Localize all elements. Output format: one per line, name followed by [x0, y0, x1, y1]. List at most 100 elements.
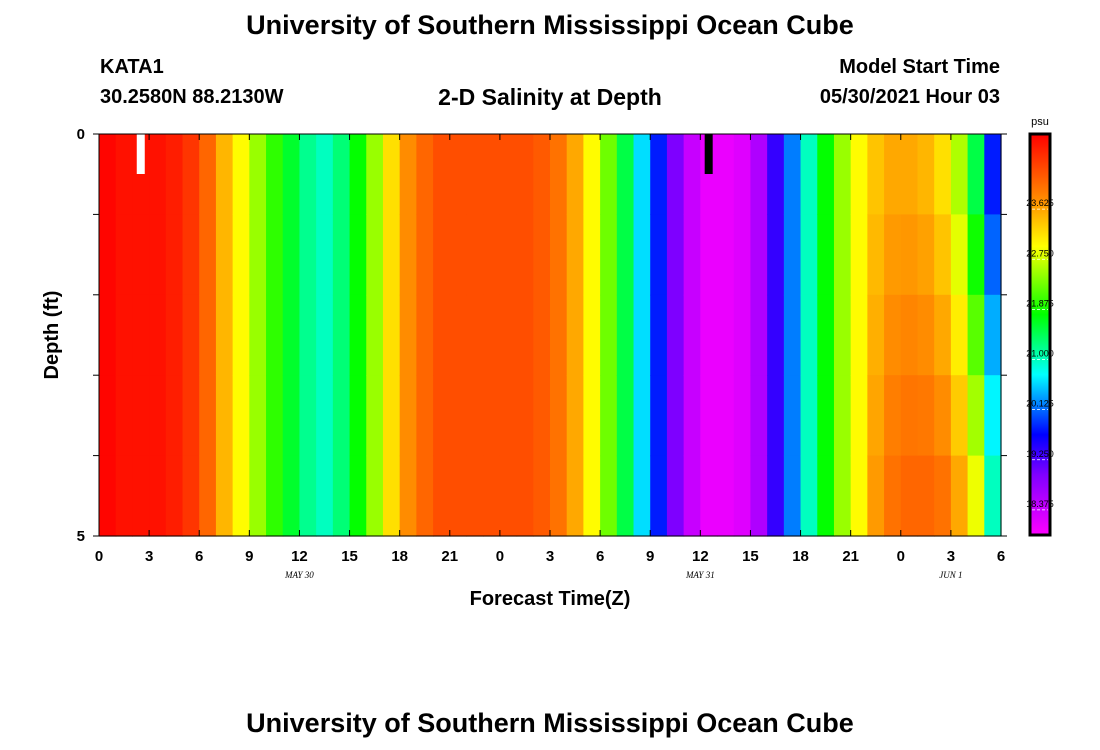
heatmap-cell: [967, 455, 985, 537]
heatmap-cell: [266, 455, 284, 537]
time-marker: [136, 134, 145, 174]
heatmap-cell: [717, 294, 735, 376]
heatmap-cell: [666, 134, 685, 215]
heatmap-cell: [650, 375, 668, 457]
heatmap-cell: [399, 134, 417, 215]
heatmap-cell: [666, 294, 685, 376]
heatmap-cell: [833, 214, 852, 296]
heatmap-cell: [783, 214, 802, 296]
heatmap-cell: [282, 455, 301, 537]
heatmap-cell: [115, 214, 133, 296]
heatmap-cell: [683, 134, 701, 215]
heatmap-cell: [683, 294, 701, 376]
heatmap-cell: [850, 134, 868, 215]
heatmap-cell: [900, 214, 919, 296]
heatmap-cell: [934, 294, 952, 376]
heatmap-cell: [516, 294, 534, 376]
heatmap-cell: [817, 134, 835, 215]
heatmap-cell: [249, 134, 267, 215]
heatmap-cell: [650, 294, 668, 376]
heatmap-cell: [650, 455, 668, 537]
heatmap-cell: [282, 134, 301, 215]
heatmap-cell: [750, 455, 768, 537]
heatmap-cell: [950, 455, 969, 537]
salinity-heatmap-chart: 0 3 6 9 12 15 18 21 0 3 6 9 12 15 18 21 0 3 6 MAY 30 MAY 31 J…: [41, 116, 1054, 610]
heatmap-cell: [316, 294, 334, 376]
heatmap-cell: [550, 375, 568, 457]
heatmap-cell: [449, 294, 468, 376]
date-label: JUN 1: [939, 570, 962, 580]
heatmap-cell: [416, 375, 434, 457]
heatmap-cell: [199, 294, 217, 376]
heatmap-cell: [232, 134, 250, 215]
heatmap-cell: [533, 134, 551, 215]
heatmap-cell: [867, 214, 885, 296]
heatmap-cell: [433, 214, 451, 296]
heatmap-cell: [349, 214, 367, 296]
heatmap-cell: [600, 214, 618, 296]
heatmap-cell: [215, 214, 234, 296]
heatmap-cell: [683, 214, 701, 296]
heatmap-cell: [332, 455, 351, 537]
heatmap-cell: [700, 134, 718, 215]
heatmap-cell: [149, 134, 167, 215]
heatmap-cell: [433, 134, 451, 215]
heatmap-cell: [950, 214, 969, 296]
heatmap-cell: [650, 214, 668, 296]
heatmap-cell: [666, 455, 685, 537]
x-tick-label: 0: [95, 548, 103, 565]
heatmap-cell: [249, 455, 267, 537]
colorbar-tick-label: 18.375: [1026, 499, 1054, 509]
heatmap-cell: [583, 375, 601, 457]
colorbar-unit: psu: [1031, 116, 1049, 128]
time-markers: [136, 134, 713, 174]
heatmap-cell: [917, 134, 935, 215]
heatmap-cell: [733, 375, 752, 457]
heatmap-cell: [800, 214, 818, 296]
heatmap-cell: [115, 375, 133, 457]
heatmap-cell: [616, 455, 635, 537]
heatmap-cell: [316, 455, 334, 537]
x-tick-label: 15: [341, 548, 358, 565]
heatmap-cell: [934, 214, 952, 296]
heatmap-cell: [349, 375, 367, 457]
heatmap-cell: [783, 455, 802, 537]
heatmap-cell: [366, 455, 384, 537]
heatmap-cell: [266, 214, 284, 296]
heatmap-cell: [99, 214, 117, 296]
heatmap-cell: [316, 134, 334, 215]
heatmap-cell: [833, 455, 852, 537]
colorbar: [1028, 132, 1052, 537]
heatmap-cell: [616, 134, 635, 215]
heatmap-cell: [299, 214, 317, 296]
heatmap-cell: [282, 294, 301, 376]
heatmap-cell: [900, 134, 919, 215]
heatmap-cell: [282, 375, 301, 457]
heatmap-cell: [215, 294, 234, 376]
heatmap-cell: [382, 214, 401, 296]
x-tick-label: 0: [496, 548, 504, 565]
heatmap-cell: [817, 375, 835, 457]
heatmap-cell: [433, 455, 451, 537]
colorbar-tick-label: 19.250: [1026, 449, 1054, 459]
heatmap-cell: [132, 455, 150, 537]
heatmap-cell: [416, 294, 434, 376]
time-marker: [704, 134, 713, 174]
x-tick-label: 9: [646, 548, 654, 565]
x-tick-label: 6: [997, 548, 1005, 565]
heatmap-cell: [382, 134, 401, 215]
heatmap-cell: [917, 294, 935, 376]
heatmap-cell: [516, 455, 534, 537]
heatmap-cell: [232, 214, 250, 296]
heatmap-cell: [600, 455, 618, 537]
heatmap-cell: [733, 294, 752, 376]
heatmap-cell: [299, 375, 317, 457]
x-tick-label: 9: [245, 548, 253, 565]
heatmap-cell: [850, 294, 868, 376]
heatmap-cell: [600, 134, 618, 215]
heatmap-cell: [483, 294, 501, 376]
heatmap-cell: [917, 455, 935, 537]
x-tick-label: 21: [441, 548, 458, 565]
heatmap-cell: [700, 214, 718, 296]
heatmap-cell: [132, 375, 150, 457]
